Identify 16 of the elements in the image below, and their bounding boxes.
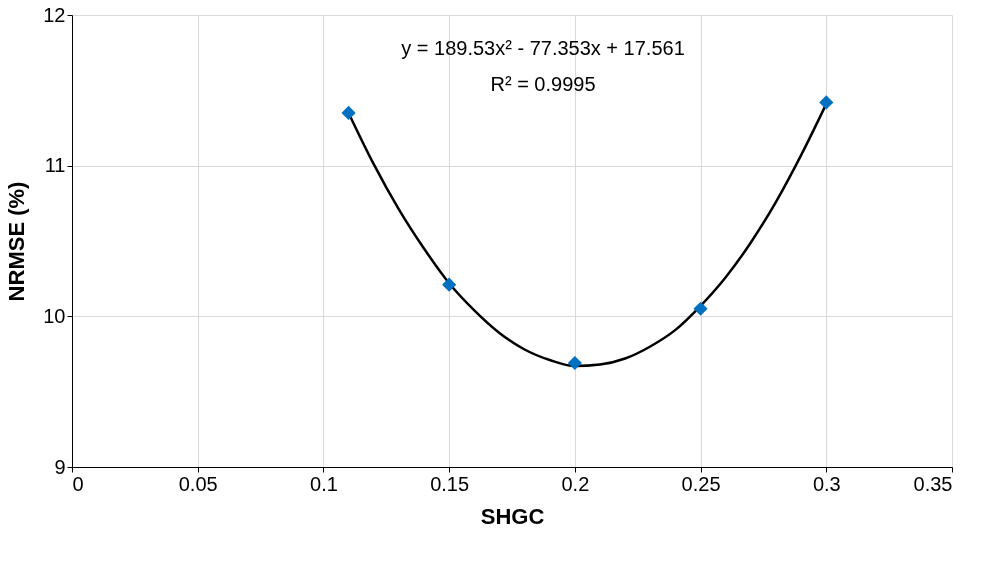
x-tick-label: 0.35 <box>913 472 953 495</box>
y-tick-label: 11 <box>44 154 66 177</box>
x-tick-label: 0.1 <box>310 472 338 495</box>
y-tick-label: 10 <box>43 304 66 327</box>
x-tick-label: 0 <box>72 472 84 495</box>
x-tick-label: 0.15 <box>430 472 470 495</box>
x-tick-label: 0.2 <box>561 472 590 495</box>
y-axis-title: NRMSE (%) <box>4 181 30 302</box>
x-tick-label: 0.05 <box>178 472 218 495</box>
annotation: y = 189.53x² - 77.353x + 17.561 <box>401 37 685 59</box>
y-tick-label: 12 <box>43 3 66 26</box>
y-tick-label: 9 <box>54 455 66 478</box>
x-axis-title: SHGC <box>480 503 545 529</box>
x-tick-label: 0.25 <box>681 472 721 495</box>
x-tick-label: 0.3 <box>812 472 841 495</box>
annotation: R² = 0.9995 <box>490 73 596 95</box>
